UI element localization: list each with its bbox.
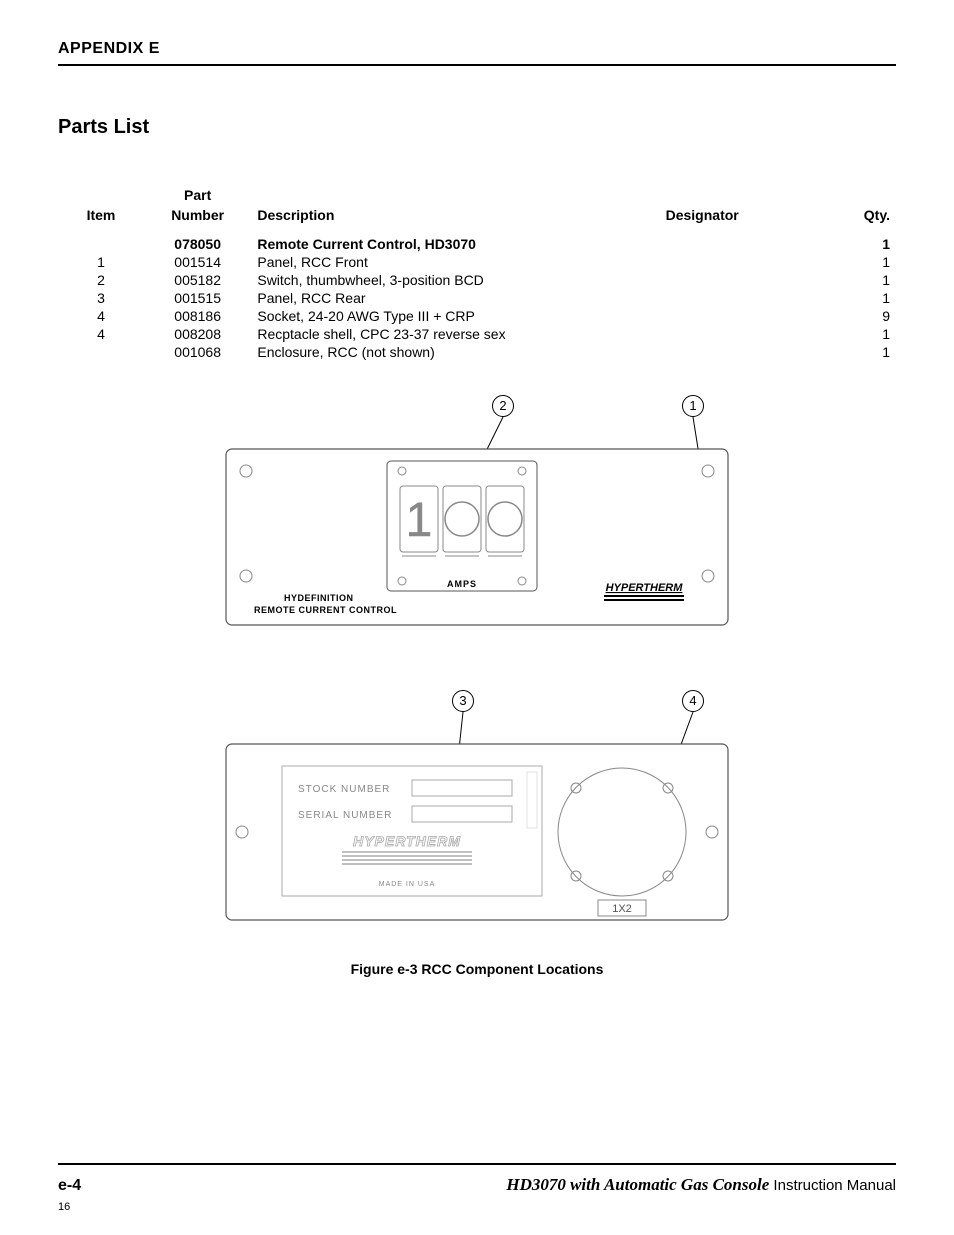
table-row: 078050 Remote Current Control, HD3070 1 (58, 235, 896, 253)
table-row: 3 001515 Panel, RCC Rear 1 (58, 289, 896, 307)
callout-1: 1 (682, 395, 704, 417)
front-panel-svg: 1 AMPS HYPERTHERM HYDEFINITION REMOTE CU… (222, 401, 732, 631)
page-header: APPENDIX E (58, 40, 896, 66)
table-row: 2 005182 Switch, thumbwheel, 3-position … (58, 271, 896, 289)
th-description: Description (251, 205, 659, 225)
figure-caption: Figure e-3 RCC Component Locations (58, 961, 896, 977)
svg-text:1X2: 1X2 (612, 903, 632, 915)
svg-text:HYDEFINITION: HYDEFINITION (284, 593, 354, 603)
svg-text:1: 1 (406, 494, 433, 547)
svg-text:AMPS: AMPS (447, 579, 477, 589)
svg-text:MADE IN USA: MADE IN USA (379, 881, 436, 888)
rear-panel-svg: STOCK NUMBER SERIAL NUMBER HYPERTHERM MA… (222, 696, 732, 926)
parts-table: Part Item Number Description Designator … (58, 185, 896, 361)
footer-title: HD3070 with Automatic Gas Console Instru… (506, 1175, 896, 1195)
th-part: Number (144, 205, 251, 225)
svg-text:SERIAL NUMBER: SERIAL NUMBER (298, 810, 392, 821)
table-row: 1 001514 Panel, RCC Front 1 (58, 253, 896, 271)
page-footer: e-4 HD3070 with Automatic Gas Console In… (58, 1163, 896, 1195)
figure-rear-panel: 3 4 STOCK NUMBER SERIAL NUMBER HYPERTHER… (222, 696, 732, 931)
table-row: 4 008186 Socket, 24-20 AWG Type III + CR… (58, 307, 896, 325)
figure-front-panel: 2 1 (222, 401, 732, 636)
svg-text:HYPERTHERM: HYPERTHERM (606, 582, 684, 594)
callout-4: 4 (682, 690, 704, 712)
figures-container: 2 1 (58, 401, 896, 931)
svg-text:REMOTE CURRENT CONTROL: REMOTE CURRENT CONTROL (254, 605, 397, 615)
footer-page: e-4 (58, 1177, 81, 1195)
appendix-label: APPENDIX E (58, 40, 896, 58)
th-item: Item (58, 205, 144, 225)
th-designator: Designator (660, 205, 810, 225)
callout-3: 3 (452, 690, 474, 712)
table-row: 4 008208 Recptacle shell, CPC 23-37 reve… (58, 325, 896, 343)
th-part-top: Part (144, 185, 251, 205)
callout-2: 2 (492, 395, 514, 417)
svg-text:HYPERTHERM: HYPERTHERM (353, 833, 461, 849)
svg-text:STOCK NUMBER: STOCK NUMBER (298, 784, 390, 795)
th-qty: Qty. (810, 205, 896, 225)
footer-sub: 16 (58, 1201, 70, 1213)
section-title: Parts List (58, 116, 896, 139)
table-row: 001068 Enclosure, RCC (not shown) 1 (58, 343, 896, 361)
